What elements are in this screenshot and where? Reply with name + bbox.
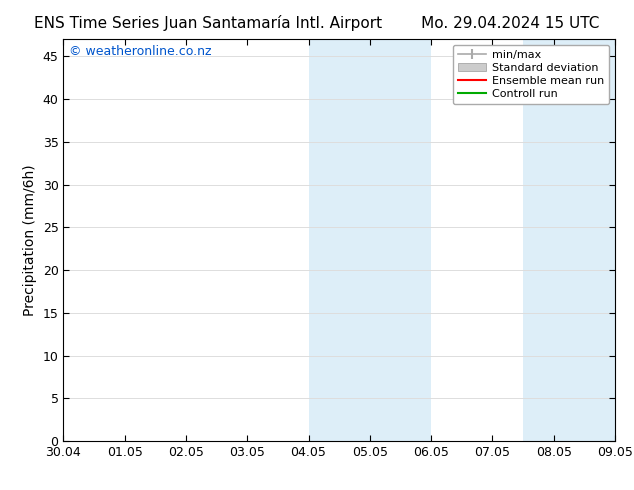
Bar bbox=[523, 39, 634, 441]
Bar bbox=[309, 39, 431, 441]
Text: © weatheronline.co.nz: © weatheronline.co.nz bbox=[69, 45, 211, 58]
Y-axis label: Precipitation (mm/6h): Precipitation (mm/6h) bbox=[23, 164, 37, 316]
Text: ENS Time Series Juan Santamaría Intl. Airport        Mo. 29.04.2024 15 UTC: ENS Time Series Juan Santamaría Intl. Ai… bbox=[34, 15, 600, 31]
Legend: min/max, Standard deviation, Ensemble mean run, Controll run: min/max, Standard deviation, Ensemble me… bbox=[453, 45, 609, 104]
